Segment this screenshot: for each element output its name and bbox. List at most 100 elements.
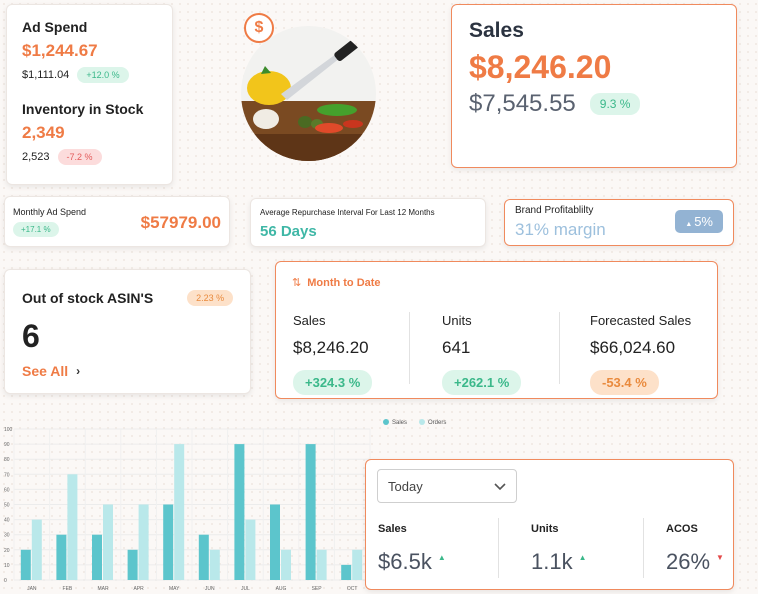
bar-orders	[316, 549, 327, 580]
sales-orders-bar-chart: 0 10 20 30 40 50 60 70 80 90 100 JAN FEB MAR APR MAY JUN…	[4, 419, 446, 592]
legend-swatch	[383, 419, 389, 425]
y-tick-label: 80	[4, 457, 10, 463]
sales-change-badge: 9.3 %	[589, 93, 641, 115]
mtd-sales-value: $8,246.20	[293, 338, 369, 357]
month-to-date-card: ⇅ Month to Date Sales $8,246.20 +324.3 %…	[275, 261, 718, 399]
bar-sales	[198, 534, 209, 580]
divider	[643, 518, 644, 578]
trend-up-icon: ▲	[437, 553, 446, 562]
bar-orders	[245, 519, 256, 580]
chevron-right-icon: ›	[76, 364, 81, 378]
y-tick-label: 0	[4, 578, 7, 584]
today-units-column: Units 1.1k ▲	[531, 523, 587, 575]
monthly-ad-spend-value: $57979.00	[140, 213, 221, 232]
brand-profitability-card: Brand Profitablilty 31% margin ▲ 5%	[504, 199, 734, 246]
period-select-value: Today	[388, 478, 423, 494]
mtd-units-label: Units	[442, 313, 472, 328]
bar-sales	[20, 549, 31, 580]
bar-sales	[234, 444, 245, 580]
x-tick-label: MAY	[169, 586, 180, 592]
repurchase-label: Average Repurchase Interval For Last 12 …	[260, 208, 435, 217]
inventory-compare: 2,523 -7.2 %	[22, 149, 172, 165]
x-tick-label: SEP	[312, 586, 323, 592]
brand-profitability-change-badge: ▲ 5%	[675, 210, 723, 233]
repurchase-value: 56 Days	[260, 223, 317, 240]
divider	[498, 518, 499, 578]
mtd-forecast-value: $66,024.60	[590, 338, 676, 357]
brand-profitability-label: Brand Profitablilty	[515, 205, 594, 216]
see-all-label: See All	[22, 363, 69, 379]
ad-spend-previous: $1,111.04	[22, 69, 70, 81]
today-units-label: Units	[531, 523, 559, 535]
sales-compare: $7,545.55 9.3 %	[469, 90, 736, 118]
divider	[559, 312, 560, 384]
trend-down-icon: ▼	[716, 553, 724, 562]
triangle-up-icon: ▲	[685, 221, 695, 228]
today-acos-column: ACOS 26% ▼	[666, 523, 724, 575]
y-tick-label: 70	[4, 472, 10, 478]
x-tick-label: JAN	[27, 586, 37, 592]
y-tick-label: 60	[4, 487, 10, 493]
ad-spend-change-badge: +12.0 %	[77, 67, 129, 83]
monthly-ad-spend-label: Monthly Ad Spend	[13, 207, 87, 217]
legend-label: Sales	[392, 420, 407, 426]
bar-orders	[352, 549, 363, 580]
bar-sales	[163, 504, 174, 580]
bar-orders	[281, 549, 291, 580]
brand-profitability-change: 5%	[694, 214, 713, 229]
y-tick-label: 50	[4, 503, 10, 509]
see-all-link[interactable]: See All ›	[22, 363, 250, 379]
bar-orders	[103, 504, 113, 580]
today-units-value: 1.1k	[531, 549, 573, 574]
ad-spend-value: $1,244.67	[22, 41, 98, 60]
inventory-value: 2,349	[22, 123, 65, 142]
bar-orders	[209, 549, 220, 580]
mtd-units-value: 641	[442, 338, 471, 357]
inventory-change-badge: -7.2 %	[57, 149, 102, 165]
inventory-label: Inventory in Stock	[22, 101, 144, 117]
mtd-forecast-label: Forecasted Sales	[590, 313, 692, 328]
mtd-forecast-column: Forecasted Sales $66,024.60 -53.4 %	[590, 313, 691, 395]
y-tick-label: 90	[4, 442, 10, 448]
mtd-units-column: Units 641 +262.1 %	[442, 313, 522, 395]
out-of-stock-title: Out of stock ASIN'S	[22, 290, 154, 306]
sales-previous: $7,545.55	[469, 90, 576, 117]
bar-sales	[56, 534, 67, 580]
month-to-date-header: ⇅ Month to Date	[292, 276, 381, 290]
mtd-units-change-badge: +262.1 %	[442, 370, 522, 395]
x-tick-label: MAR	[97, 586, 109, 592]
x-tick-label: APR	[133, 586, 144, 592]
x-tick-label: JUL	[241, 586, 250, 592]
sort-arrows-icon: ⇅	[292, 277, 302, 289]
y-tick-label: 10	[4, 563, 10, 569]
mtd-sales-change-badge: +324.3 %	[293, 370, 373, 395]
kitchen-photo	[241, 26, 376, 161]
today-sales-label: Sales	[378, 523, 407, 535]
y-tick-label: 20	[4, 548, 10, 554]
sales-value: $8,246.20	[469, 49, 612, 85]
divider	[409, 312, 410, 384]
mtd-sales-column: Sales $8,246.20 +324.3 %	[293, 313, 373, 395]
monthly-ad-spend-card: Monthly Ad Spend +17.1 % $57979.00	[4, 196, 230, 247]
today-acos-value: 26%	[666, 549, 711, 574]
mtd-sales-label: Sales	[293, 313, 326, 328]
brand-profitability-value: 31% margin	[515, 220, 606, 239]
sales-card: Sales $8,246.20 $7,545.55 9.3 %	[451, 4, 737, 168]
repurchase-card: Average Repurchase Interval For Last 12 …	[250, 198, 486, 247]
x-tick-label: FEB	[63, 586, 73, 592]
x-tick-label: JUN	[205, 586, 215, 592]
inventory-previous: 2,523	[22, 151, 50, 163]
x-tick-label: AUG	[276, 586, 287, 592]
mtd-forecast-change-badge: -53.4 %	[590, 370, 659, 395]
bar-orders	[138, 504, 149, 580]
bar-orders	[67, 474, 78, 580]
ad-spend-compare: $1,111.04 +12.0 %	[22, 67, 172, 83]
ad-spend-label: Ad Spend	[22, 19, 88, 35]
y-tick-label: 40	[4, 518, 10, 524]
legend-label: Orders	[428, 420, 446, 426]
today-card: Today Sales $6.5k ▲ Units 1.1k ▲ ACOS 26…	[365, 459, 734, 590]
period-select[interactable]: Today	[377, 469, 517, 503]
ad-spend-card: Ad Spend $1,244.67 $1,111.04 +12.0 % Inv…	[6, 4, 173, 185]
monthly-ad-spend-change-badge: +17.1 %	[13, 222, 59, 237]
today-sales-value: $6.5k	[378, 549, 432, 574]
